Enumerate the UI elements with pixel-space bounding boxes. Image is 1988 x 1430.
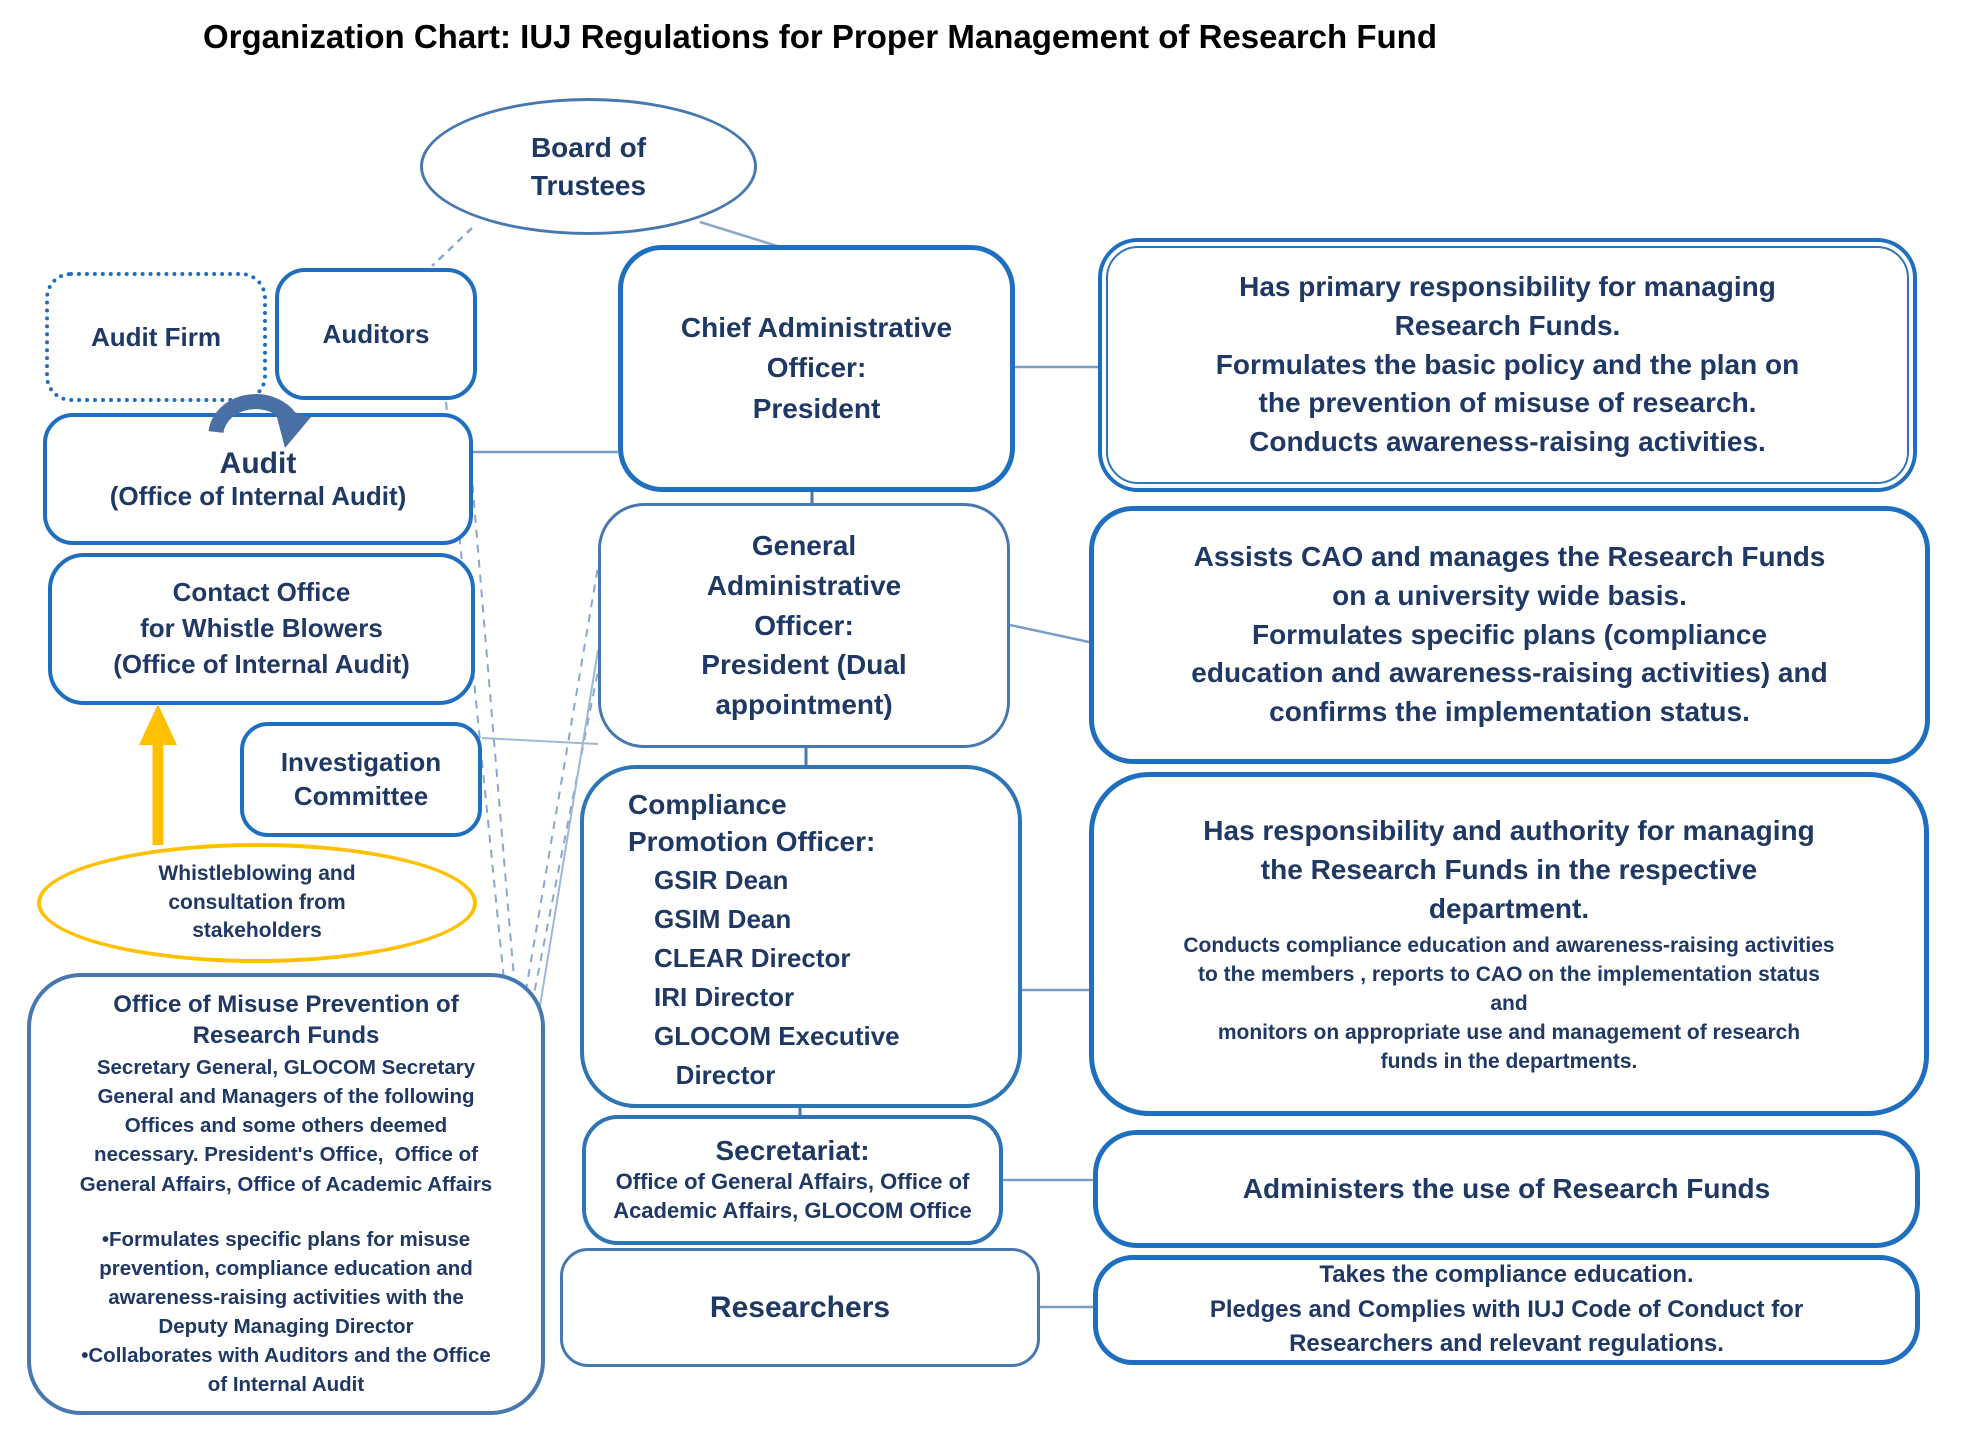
node-contact-office-whistle-blowers: Contact Office for Whistle Blowers (Offi… [48, 553, 475, 705]
misuse-office-members: Secretary General, GLOCOM Secretary Gene… [79, 1056, 493, 1196]
connector-board-auditors [431, 227, 473, 267]
node-audit: Audit (Office of Internal Audit) [43, 413, 473, 545]
connector-audit-misuse [469, 454, 517, 1003]
misuse-office-heading: Office of Misuse Prevention of Research … [113, 990, 459, 1049]
secretariat-subtitle: Office of General Affairs, Office of Aca… [613, 1168, 972, 1223]
desc-cao-responsibility: Has primary responsibility for managing … [1098, 238, 1917, 492]
node-researchers: Researchers [560, 1248, 1040, 1367]
secretariat-title: Secretariat: [715, 1134, 870, 1166]
desc-researchers-responsibility: Takes the compliance education. Pledges … [1093, 1255, 1920, 1365]
page-title: Organization Chart: IUJ Regulations for … [203, 18, 1437, 55]
audit-subtitle: (Office of Internal Audit) [109, 480, 407, 511]
connector-gao-desc [1009, 623, 1090, 644]
node-board-of-trustees: Board of Trustees [420, 98, 757, 235]
misuse-office-bullet-collaborates: •Collaborates with Auditors and the Offi… [81, 1344, 491, 1397]
node-chief-administrative-officer: Chief Administrative Officer: President [618, 245, 1015, 492]
node-audit-firm: Audit Firm [45, 272, 267, 402]
cpo-item-glocom-executive-director: GLOCOM Executive Director [654, 1020, 900, 1090]
node-compliance-promotion-officer: Compliance Promotion Officer: GSIR Dean … [580, 765, 1022, 1108]
desc-gao-responsibility: Assists CAO and manages the Research Fun… [1089, 506, 1930, 764]
node-general-administrative-officer: General Administrative Officer: Presiden… [598, 503, 1010, 748]
desc-cpo-detail: Conducts compliance education and awaren… [1183, 934, 1835, 1074]
node-auditors: Auditors [275, 268, 477, 400]
node-misuse-prevention-office: Office of Misuse Prevention of Research … [27, 973, 545, 1415]
misuse-office-bullet-plans: •Formulates specific plans for misuse pr… [99, 1227, 473, 1338]
desc-cpo-main: Has responsibility and authority for man… [1203, 814, 1815, 925]
cpo-item-gsir-dean: GSIR Dean [654, 864, 789, 895]
cpo-item-gsim-dean: GSIM Dean [654, 903, 792, 934]
desc-secretariat-responsibility: Administers the use of Research Funds [1093, 1130, 1920, 1248]
cpo-item-clear-director: CLEAR Director [654, 942, 851, 973]
whistleblowing-arrow [139, 704, 177, 845]
node-investigation-committee: Investigation Committee [240, 722, 482, 837]
desc-cpo-responsibility: Has responsibility and authority for man… [1089, 772, 1929, 1116]
audit-title: Audit [219, 446, 297, 480]
node-secretariat: Secretariat: Office of General Affairs, … [582, 1115, 1003, 1245]
cpo-item-iri-director: IRI Director [654, 981, 795, 1012]
connector-investigation-gao [481, 737, 599, 745]
ellipse-whistleblowing-stakeholders: Whistleblowing and consultation from sta… [37, 843, 477, 963]
cpo-heading: Compliance Promotion Officer: [628, 789, 876, 857]
